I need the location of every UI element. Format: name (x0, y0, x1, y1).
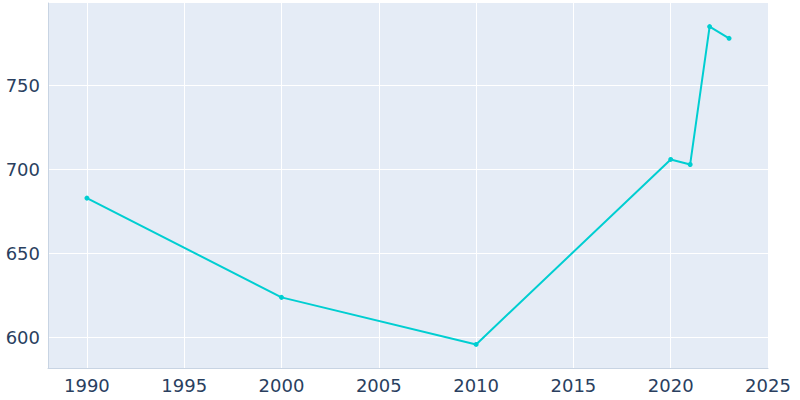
svg-text:2015: 2015 (550, 375, 596, 396)
svg-text:700: 700 (6, 159, 40, 180)
svg-text:2010: 2010 (453, 375, 499, 396)
svg-text:2025: 2025 (745, 375, 791, 396)
svg-text:650: 650 (6, 243, 40, 264)
svg-text:1995: 1995 (161, 375, 207, 396)
svg-text:1990: 1990 (64, 375, 110, 396)
svg-text:2000: 2000 (259, 375, 305, 396)
svg-text:600: 600 (6, 327, 40, 348)
svg-text:2020: 2020 (648, 375, 694, 396)
svg-text:2005: 2005 (356, 375, 402, 396)
svg-text:750: 750 (6, 75, 40, 96)
